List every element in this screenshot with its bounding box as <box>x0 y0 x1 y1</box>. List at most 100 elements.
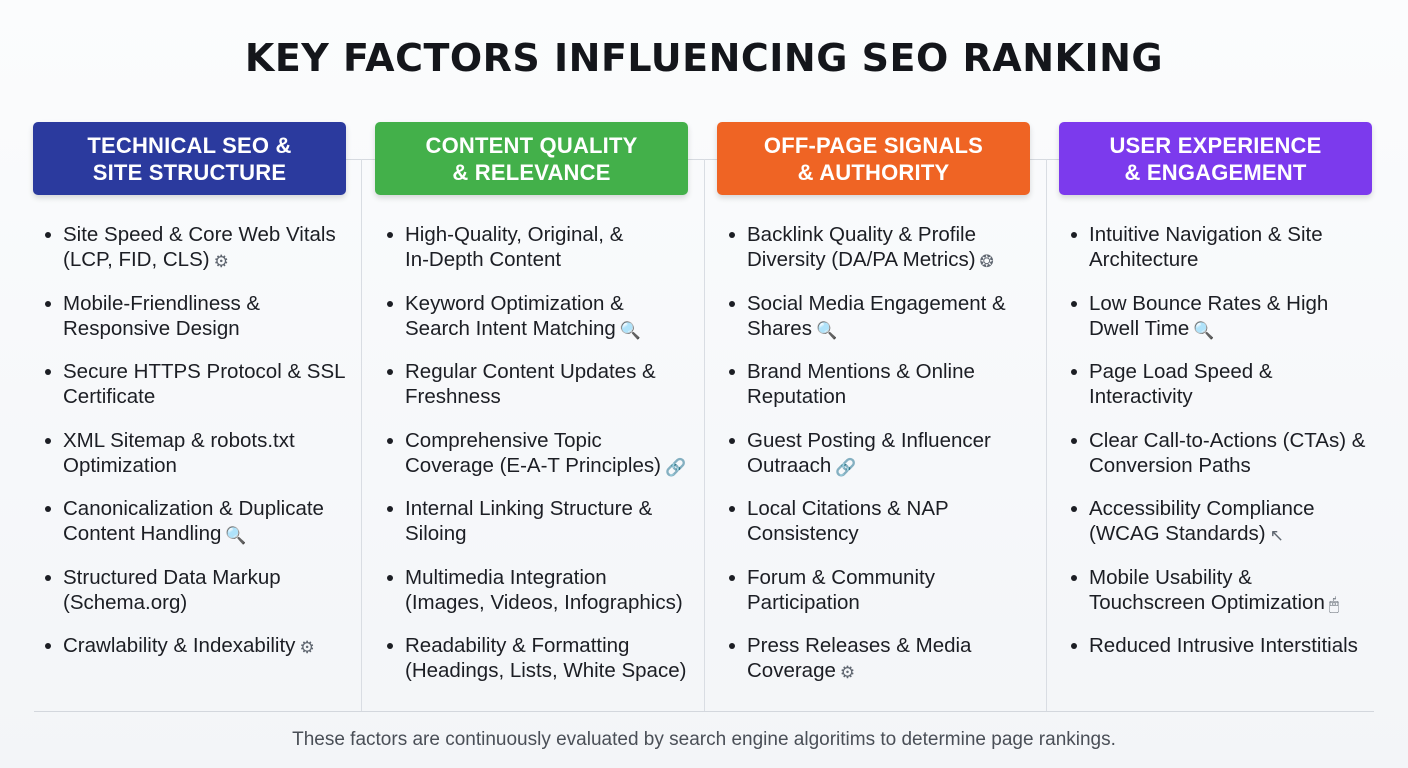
gear-icon: ⚙ <box>299 638 315 657</box>
list-item: Brand Mentions & Online Reputation <box>717 359 1030 428</box>
column-header-content-quality: CONTENT QUALITY & RELEVANCE <box>375 122 688 195</box>
list-item: Low Bounce Rates & High Dwell Time 🔍 <box>1059 291 1372 360</box>
column-header-technical-seo: TECHNICAL SEO & SITE STRUCTURE <box>33 122 346 195</box>
bullet-dot <box>729 643 735 649</box>
list-item: Keyword Optimization & Search Intent Mat… <box>375 291 688 360</box>
bullet-dot <box>387 437 393 444</box>
mouse-icon: 🖱 <box>1328 594 1340 614</box>
item-text: Forum & Community Participation <box>747 565 935 614</box>
magnifier-icon: 🔍 <box>225 526 247 545</box>
item-text: High-Quality, Original, & In-Depth Conte… <box>405 223 624 271</box>
list-item: Guest Posting & Influencer Outraach 🔗 <box>717 428 1030 497</box>
bullet-dot <box>1071 437 1077 444</box>
item-text: Regular Content Updates & Freshness <box>405 360 656 408</box>
item-text: Low Bounce Rates & High Dwell Time <box>1089 291 1329 340</box>
column-user-experience: USER EXPERIENCE & ENGAGEMENT Intuitive N… <box>1059 122 1372 702</box>
item-text: Multimedia Integration (Images, Videos, … <box>405 565 683 614</box>
page-title: KEY FACTORS INFLUENCING SEO RANKING <box>244 36 1164 80</box>
item-text: Structured Data Markup (Schema.org) <box>63 565 281 614</box>
item-text: Internal Linking Structure & Siloing <box>405 497 653 545</box>
list-item: Comprehensive Topic Coverage (E-A-T Prin… <box>375 428 688 497</box>
bullet-dot <box>1071 300 1077 307</box>
bullet-dot <box>387 369 393 375</box>
magnifier-icon: 🔍 <box>815 320 838 340</box>
list-item: Readability & Formatting (Headings, List… <box>375 633 688 702</box>
list-item: Page Load Speed & Interactivity <box>1059 359 1372 428</box>
list-item: Forum & Community Participation <box>717 565 1030 634</box>
bullet-dot <box>1071 506 1077 512</box>
bullet-dot <box>1071 232 1077 238</box>
column-divider <box>1046 159 1047 711</box>
list-item: Mobile Usability & Touchscreen Optimizat… <box>1059 565 1372 634</box>
footer-note: These factors are continuously evaluated… <box>292 729 1116 750</box>
bullet-dot <box>45 232 51 238</box>
factor-list: Backlink Quality & Profile Diversity (DA… <box>717 222 1030 702</box>
item-text: Secure HTTPS Protocol & SSL Certificate <box>63 360 346 408</box>
magnifier-icon: 🔍 <box>1193 320 1215 340</box>
list-item: Crawlability & Indexability ⚙ <box>33 633 346 702</box>
bullet-dot <box>387 300 393 307</box>
list-item: Intuitive Navigation & Site Architecture <box>1059 222 1372 291</box>
factor-list: High-Quality, Original, & In-Depth Conte… <box>375 222 688 702</box>
bullet-dot <box>45 643 51 649</box>
bullet-dot <box>729 574 735 581</box>
bullet-dot <box>387 232 393 238</box>
bullet-dot <box>1071 369 1077 375</box>
bullet-dot <box>729 232 735 238</box>
list-item: XML Sitemap & robots.txt Optimization <box>33 428 346 497</box>
link-icon: 🔗 <box>835 457 857 477</box>
bullet-dot <box>729 300 735 307</box>
bullet-dot <box>1071 574 1077 581</box>
column-technical-seo: TECHNICAL SEO & SITE STRUCTURE Site Spee… <box>33 122 346 702</box>
item-text: Clear Call-to-Actions (CTAs) & Conversio… <box>1089 428 1366 477</box>
column-content-quality: CONTENT QUALITY & RELEVANCE High-Quality… <box>375 122 688 702</box>
bullet-dot <box>729 506 735 512</box>
item-text: Comprehensive Topic Coverage (E-A-T Prin… <box>405 428 661 477</box>
list-item: Backlink Quality & Profile Diversity (DA… <box>717 222 1030 291</box>
item-text: Intuitive Navigation & Site Architecture <box>1089 223 1323 271</box>
list-item: Site Speed & Core Web Vitals (LCP, FID, … <box>33 222 346 291</box>
item-text: Canonicalization & Duplicate Content Han… <box>63 497 324 545</box>
list-item: Secure HTTPS Protocol & SSL Certificate <box>33 359 346 428</box>
bullet-dot <box>45 369 51 375</box>
list-item: Regular Content Updates & Freshness <box>375 359 688 428</box>
item-text: Readability & Formatting (Headings, List… <box>405 634 687 682</box>
link-icon: 🔗 <box>664 457 687 477</box>
list-item: High-Quality, Original, & In-Depth Conte… <box>375 222 688 291</box>
bullet-dot <box>387 643 393 649</box>
bullet-dot <box>729 437 735 444</box>
factor-list: Site Speed & Core Web Vitals (LCP, FID, … <box>33 222 346 702</box>
cursor-icon: ↖ <box>1269 526 1284 545</box>
item-text: Social Media Engagement & Shares <box>747 291 1006 340</box>
item-text: Mobile Usability & Touchscreen Optimizat… <box>1089 565 1325 614</box>
list-item: Internal Linking Structure & Siloing <box>375 496 688 565</box>
item-text: Local Citations & NAP Consistency <box>747 497 949 545</box>
item-text: Brand Mentions & Online Reputation <box>747 360 975 408</box>
column-header-off-page: OFF-PAGE SIGNALS & AUTHORITY <box>717 122 1030 195</box>
gear-icon: ⚙ <box>213 252 229 271</box>
item-text: Page Load Speed & Interactivity <box>1089 360 1273 408</box>
list-item: Reduced Intrusive Interstitials <box>1059 633 1372 702</box>
list-item: Structured Data Markup (Schema.org) <box>33 565 346 634</box>
list-item: Canonicalization & Duplicate Content Han… <box>33 496 346 565</box>
header-connector-line <box>40 159 1365 160</box>
item-text: Backlink Quality & Profile Diversity (DA… <box>747 223 977 271</box>
item-text: XML Sitemap & robots.txt Optimization <box>63 428 295 477</box>
bullet-dot <box>45 574 51 581</box>
list-item: Multimedia Integration (Images, Videos, … <box>375 565 688 634</box>
list-item: Press Releases & Media Coverage ⚙ <box>717 633 1030 702</box>
list-item: Clear Call-to-Actions (CTAs) & Conversio… <box>1059 428 1372 497</box>
item-text: Mobile-Friendliness & Responsive Design <box>63 291 261 340</box>
bullet-dot <box>45 300 51 307</box>
column-divider <box>704 159 705 711</box>
item-text: Keyword Optimization & Search Intent Mat… <box>405 291 624 340</box>
list-item: Accessibility Compliance (WCAG Standards… <box>1059 496 1372 565</box>
item-text: Press Releases & Media Coverage <box>747 634 972 682</box>
bullet-dot <box>45 506 51 512</box>
magnifier-icon: 🔍 <box>619 320 641 340</box>
bullet-dot <box>387 574 393 581</box>
bullet-dot <box>1071 643 1077 649</box>
factor-list: Intuitive Navigation & Site Architecture… <box>1059 222 1372 702</box>
gear-icon: ⚙ <box>839 663 856 682</box>
list-item: Social Media Engagement & Shares 🔍 <box>717 291 1030 360</box>
